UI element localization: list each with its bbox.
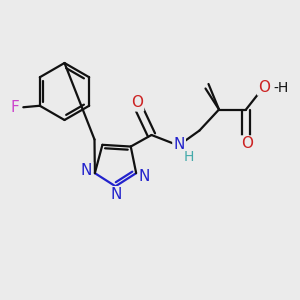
Text: -H: -H bbox=[274, 81, 289, 94]
Text: O: O bbox=[258, 80, 270, 94]
Text: N: N bbox=[110, 187, 122, 202]
Text: H: H bbox=[184, 150, 194, 164]
Text: N: N bbox=[173, 137, 185, 152]
Text: N: N bbox=[81, 163, 92, 178]
Text: O: O bbox=[241, 136, 253, 152]
Text: F: F bbox=[11, 100, 19, 115]
Text: O: O bbox=[131, 95, 143, 110]
Text: N: N bbox=[139, 169, 150, 184]
